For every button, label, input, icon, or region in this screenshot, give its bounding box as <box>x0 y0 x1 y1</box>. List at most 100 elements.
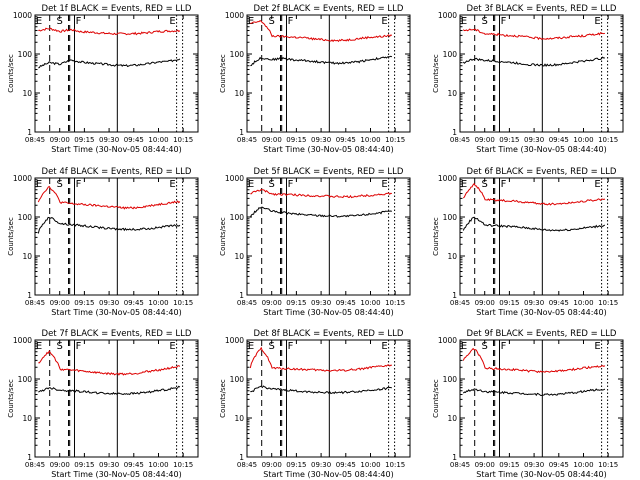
x-tick-label: 10:00 <box>148 461 168 469</box>
x-tick-label: 09:30 <box>99 461 119 469</box>
x-tick-label: 08:45 <box>25 461 45 469</box>
plot-frame <box>34 177 199 296</box>
marker-label-s: S <box>482 16 488 27</box>
y-tick-label: 100 <box>443 213 458 222</box>
x-tick-label: 09:00 <box>262 299 282 307</box>
y-tick-label: 1 <box>452 291 457 300</box>
x-tick-label: 10:15 <box>173 299 193 307</box>
marker-label-e: E <box>381 179 387 190</box>
x-tick-label: 08:45 <box>450 299 470 307</box>
y-tick-label: 100 <box>230 213 245 222</box>
x-tick-label: 10:00 <box>360 136 380 144</box>
marker-label-s: S <box>57 341 63 352</box>
y-tick-label: 100 <box>443 375 458 384</box>
x-tick-label: 09:00 <box>475 136 495 144</box>
plot-frame <box>459 177 624 296</box>
x-tick-label: 08:45 <box>25 136 45 144</box>
x-tick-label: 10:00 <box>148 136 168 144</box>
y-tick-label: 1000 <box>13 336 32 345</box>
series-lld-line <box>462 28 606 41</box>
panel-title: Det 9f BLACK = Events, RED = LLD <box>467 329 617 339</box>
y-tick-label: 100 <box>443 50 458 59</box>
y-tick-label: 10 <box>447 89 457 98</box>
y-tick-label: 1000 <box>225 11 244 20</box>
marker-label-s: S <box>482 341 488 352</box>
series-events-line <box>250 55 393 67</box>
x-tick-label: 10:15 <box>598 136 618 144</box>
x-tick-label: 10:15 <box>385 136 405 144</box>
x-axis-label: Start Time (30-Nov-05 08:44:40) <box>476 308 606 317</box>
series-events-line <box>250 385 392 395</box>
y-tick-label: 1000 <box>225 174 244 183</box>
marker-label-e: E <box>248 341 254 352</box>
marker-label-s: S <box>269 341 275 352</box>
x-tick-label: 08:45 <box>237 136 257 144</box>
x-tick-label: 09:30 <box>99 299 119 307</box>
marker-label-f: F <box>501 16 507 27</box>
x-tick-label: 09:00 <box>262 461 282 469</box>
series-events-line <box>37 216 181 234</box>
x-tick-label: 09:15 <box>74 299 94 307</box>
y-tick-label: 1 <box>239 291 244 300</box>
marker-label-e: E <box>461 341 467 352</box>
x-tick-label: 08:45 <box>237 299 257 307</box>
x-tick-label: 10:15 <box>385 299 405 307</box>
series-lld-line <box>250 19 393 43</box>
x-tick-label: 10:00 <box>573 299 593 307</box>
x-tick-label: 09:15 <box>286 299 306 307</box>
x-tick-label: 09:15 <box>286 136 306 144</box>
x-tick-label: 09:45 <box>336 461 356 469</box>
panel-det-8: Det 8f BLACK = Events, RED = LLD 1 10 100 10… <box>219 329 411 479</box>
x-tick-label: 09:00 <box>50 136 70 144</box>
marker-label-s: S <box>269 16 275 27</box>
marker-label-f: F <box>76 341 82 352</box>
marker-label-s: S <box>269 179 275 190</box>
y-tick-label: 100 <box>18 213 33 222</box>
x-tick-label: 08:45 <box>25 299 45 307</box>
y-tick-label: 10 <box>22 252 32 261</box>
series-events-line <box>462 388 606 397</box>
y-tick-label: 1 <box>27 453 32 462</box>
x-tick-label: 09:30 <box>524 461 544 469</box>
y-tick-label: 10 <box>234 414 244 423</box>
y-axis-label: Counts/sec <box>219 54 227 93</box>
x-tick-label: 09:15 <box>499 136 519 144</box>
x-tick-label: 09:15 <box>74 461 94 469</box>
marker-label-e: E <box>169 16 175 27</box>
series-lld-line <box>37 185 181 210</box>
y-tick-label: 10 <box>447 414 457 423</box>
y-tick-label: 10 <box>22 89 32 98</box>
x-tick-label: 09:45 <box>549 299 569 307</box>
marker-label-e: E <box>594 16 600 27</box>
marker-label-s: S <box>482 179 488 190</box>
marker-label-f: F <box>76 179 82 190</box>
y-tick-label: 100 <box>18 375 33 384</box>
x-tick-label: 08:45 <box>237 461 257 469</box>
x-axis-label: Start Time (30-Nov-05 08:44:40) <box>263 145 393 154</box>
series-lld-line <box>38 350 181 376</box>
series-events-line <box>462 56 606 67</box>
x-tick-label: 09:30 <box>311 299 331 307</box>
y-tick-label: 1 <box>452 453 457 462</box>
y-axis-label: Counts/sec <box>432 379 440 418</box>
x-tick-label: 09:45 <box>336 299 356 307</box>
x-tick-label: 09:00 <box>475 461 495 469</box>
x-tick-label: 09:30 <box>524 136 544 144</box>
x-tick-label: 09:15 <box>499 299 519 307</box>
panel-det-6: Det 6f BLACK = Events, RED = LLD 1 10 100 10… <box>432 167 624 317</box>
y-tick-label: 1 <box>239 128 244 137</box>
x-tick-label: 09:45 <box>549 461 569 469</box>
plot-frame <box>246 177 411 296</box>
y-tick-label: 1000 <box>438 174 457 183</box>
marker-label-e: E <box>248 16 254 27</box>
panel-det-7: Det 7f BLACK = Events, RED = LLD 1 10 100 10… <box>7 329 199 479</box>
x-tick-label: 09:15 <box>499 461 519 469</box>
panel-title: Det 7f BLACK = Events, RED = LLD <box>42 329 192 339</box>
x-tick-label: 09:45 <box>124 299 144 307</box>
marker-label-f: F <box>76 16 82 27</box>
plot-frame <box>246 339 411 458</box>
x-tick-label: 08:45 <box>450 461 470 469</box>
marker-label-e: E <box>36 16 42 27</box>
marker-label-f: F <box>501 341 507 352</box>
x-axis-label: Start Time (30-Nov-05 08:44:40) <box>476 470 606 479</box>
